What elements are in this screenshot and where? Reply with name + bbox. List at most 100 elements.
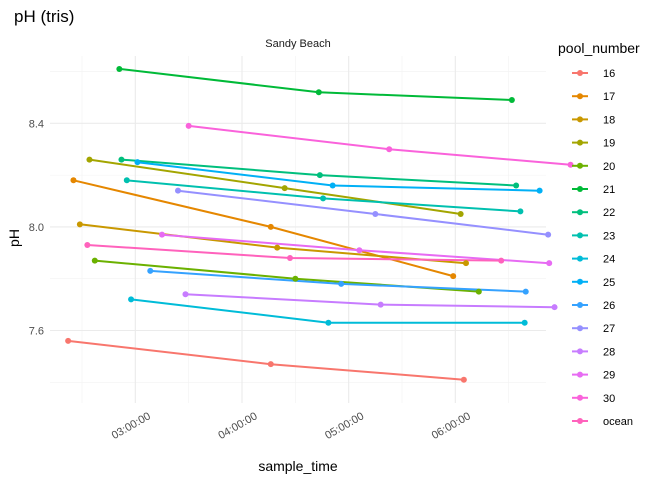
- series-line-21: [119, 67, 512, 101]
- series-line-ocean: [87, 244, 502, 262]
- legend-label-16: 16: [603, 68, 615, 80]
- data-point-29: [546, 260, 553, 267]
- data-point-28: [377, 301, 384, 308]
- legend-key-point-26: [577, 302, 583, 308]
- y-axis-ticks: 7.6 8.0 8.4: [29, 118, 44, 337]
- legend-label-26: 26: [603, 300, 615, 312]
- y-tick-label: 7.6: [29, 325, 44, 337]
- legend-label-30: 30: [603, 393, 615, 405]
- legend-label-28: 28: [603, 346, 615, 358]
- data-point-20: [91, 257, 98, 264]
- data-point-26: [147, 267, 154, 274]
- series-line-24: [130, 298, 525, 324]
- legend-key-point-17: [577, 93, 583, 100]
- legend-key-point-28: [577, 348, 583, 355]
- legend-key-point-16: [577, 70, 583, 76]
- data-point-23: [320, 195, 327, 202]
- legend-key-point-21: [577, 186, 583, 192]
- data-point-29: [356, 247, 363, 254]
- data-point-ocean: [287, 254, 293, 261]
- legend-label-18: 18: [603, 114, 615, 126]
- data-point-30: [386, 146, 393, 153]
- data-point-24: [325, 319, 332, 326]
- data-point-16: [65, 337, 72, 344]
- legend-label-23: 23: [603, 230, 615, 242]
- data-point-24: [521, 319, 528, 326]
- grid-lines: [50, 56, 546, 403]
- data-point-17: [450, 273, 457, 280]
- data-point-25: [329, 182, 336, 189]
- data-point-28: [551, 304, 558, 311]
- y-tick-label: 8.0: [29, 222, 44, 234]
- data-point-18: [76, 221, 83, 228]
- data-point-ocean: [498, 257, 505, 264]
- legend-label-22: 22: [603, 207, 615, 219]
- x-axis-ticks: 03:00:00 04:00:00 05:00:00 06:00:00: [110, 410, 473, 442]
- legend-key-point-19: [577, 139, 583, 146]
- legend: 16 17 18 19 20 21 22 23 24 25 26 27 28 29 30 ocean: [572, 68, 633, 428]
- y-axis-title: pH: [6, 229, 22, 247]
- legend-key-point-30: [577, 394, 583, 401]
- legend-key-point-25: [577, 278, 583, 285]
- data-point-23: [123, 177, 130, 184]
- series-line-30: [188, 124, 571, 166]
- x-tick-label: 05:00:00: [323, 410, 366, 442]
- data-point-23: [517, 208, 524, 215]
- legend-key-point-22: [577, 209, 583, 216]
- data-point-20: [475, 288, 482, 295]
- legend-key-point-29: [577, 371, 583, 378]
- data-point-30: [567, 161, 574, 168]
- legend-key-point-23: [577, 232, 583, 239]
- data-point-22: [118, 156, 125, 163]
- data-point-19: [281, 185, 288, 192]
- facet-strip-label: Sandy Beach: [265, 38, 330, 50]
- legend-key-point-18: [577, 116, 583, 123]
- data-point-22: [513, 182, 520, 189]
- data-point-16: [267, 361, 274, 368]
- legend-key-point-ocean: [577, 418, 583, 424]
- series-line-16: [67, 339, 464, 381]
- series-lines: [67, 67, 571, 381]
- data-point-25: [536, 187, 543, 194]
- legend-label-24: 24: [603, 254, 615, 266]
- y-tick-label: 8.4: [29, 118, 44, 130]
- legend-label-21: 21: [603, 184, 615, 196]
- legend-label-17: 17: [603, 91, 615, 103]
- data-point-16: [460, 376, 467, 383]
- data-point-21: [508, 97, 515, 104]
- legend-label-20: 20: [603, 161, 615, 173]
- data-point-27: [175, 187, 181, 194]
- plot-panel: [50, 56, 574, 403]
- data-point-26: [338, 280, 345, 287]
- legend-label-25: 25: [603, 277, 615, 289]
- data-point-19: [86, 156, 93, 163]
- data-point-18: [274, 244, 281, 251]
- data-point-24: [128, 296, 135, 303]
- data-point-29: [159, 231, 165, 238]
- data-point-21: [315, 89, 322, 96]
- x-axis-title: sample_time: [258, 458, 338, 474]
- data-point-17: [267, 223, 274, 230]
- data-point-21: [116, 65, 123, 72]
- legend-title: pool_number: [558, 40, 640, 56]
- series-points: [65, 65, 574, 383]
- data-point-19: [457, 210, 464, 217]
- data-point-30: [185, 122, 192, 129]
- data-point-17: [70, 177, 77, 184]
- legend-key-point-27: [577, 325, 583, 332]
- data-point-27: [545, 231, 552, 238]
- data-point-27: [372, 210, 379, 217]
- data-point-26: [522, 288, 529, 295]
- legend-label-29: 29: [603, 370, 615, 382]
- x-tick-label: 03:00:00: [110, 410, 153, 442]
- legend-key-point-20: [577, 162, 583, 169]
- data-point-22: [316, 172, 323, 179]
- data-point-25: [134, 159, 141, 166]
- series-line-17: [73, 179, 454, 278]
- legend-label-27: 27: [603, 323, 615, 335]
- legend-label-ocean: ocean: [603, 416, 633, 428]
- data-point-20: [292, 275, 299, 282]
- data-point-18: [463, 260, 469, 267]
- chart-title: pH (tris): [14, 7, 74, 26]
